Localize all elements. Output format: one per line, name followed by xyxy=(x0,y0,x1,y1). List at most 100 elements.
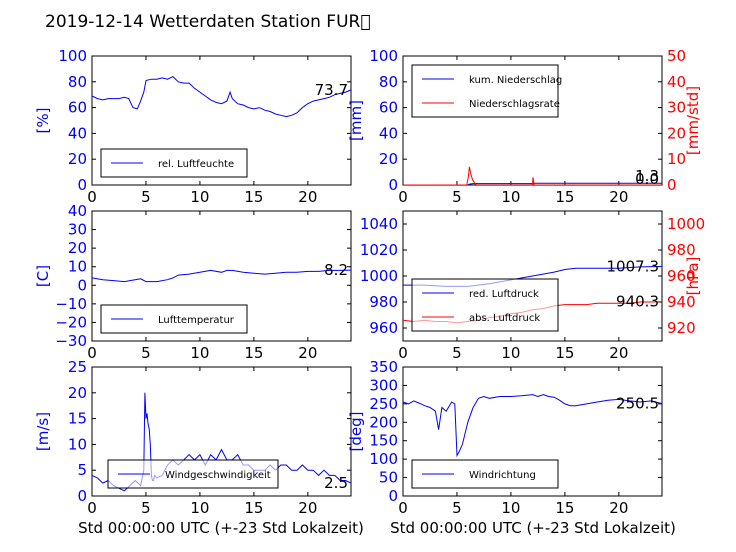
legend-box xyxy=(107,459,279,489)
x-tick-label: 15 xyxy=(555,344,574,362)
y2-tick-label: 50 xyxy=(667,47,686,65)
x-tick-label: 0 xyxy=(87,499,97,517)
y-tick-label: 40 xyxy=(68,124,87,142)
y-tick-label: 0 xyxy=(77,176,87,194)
legend-entry: Niederschlagsrate xyxy=(469,99,560,110)
legend-entry: abs. Luftdruck xyxy=(469,313,540,324)
x-tick-label: 15 xyxy=(555,499,574,517)
chart-title: 2019-12-14 Wetterdaten Station FUR  xyxy=(45,12,371,32)
y-tick-label: 25 xyxy=(68,358,87,376)
series-line-1 xyxy=(92,75,351,118)
y2-tick-label: 40 xyxy=(667,73,686,91)
y-tick-label: 980 xyxy=(369,293,398,311)
x-tick-label: 10 xyxy=(501,344,520,362)
y-tick-label: −10 xyxy=(55,295,87,313)
last-value-label-2: 0.0 xyxy=(635,170,659,188)
y-axis-label: [deg] xyxy=(347,412,365,452)
legend-entry: Windrichtung xyxy=(469,470,536,481)
last-value-label: 1.3 xyxy=(635,167,659,185)
x-tick-label: 5 xyxy=(452,499,462,517)
y-tick-label: 10 xyxy=(68,258,87,276)
legend: Windgeschwindigkeit xyxy=(107,459,279,489)
y-tick-label: 1040 xyxy=(360,215,398,233)
y-axis-label: [m/s] xyxy=(34,412,52,451)
y-tick-label: 60 xyxy=(379,99,398,117)
panel-6: 0 5 10 15 20050100150200250300350[deg]250.5W… xyxy=(347,358,663,517)
y2-axis-label: [hPa] xyxy=(684,257,702,296)
y-tick-label: 40 xyxy=(379,124,398,142)
x-tick-label: 0 xyxy=(398,344,408,362)
x-tick-label: 0 xyxy=(398,499,408,517)
plot-frame xyxy=(91,210,352,342)
y-tick-label: 250 xyxy=(369,395,398,413)
series-line-1 xyxy=(92,269,351,283)
y-axis-label: [mm] xyxy=(347,100,365,141)
plot-frame xyxy=(91,55,352,186)
legend-entry: rel. Luftfeuchte xyxy=(158,159,234,170)
x-tick-label: 20 xyxy=(298,188,317,206)
y-tick-label: 150 xyxy=(369,432,398,450)
last-value-label: 8.2 xyxy=(324,261,348,279)
x-tick-label: 5 xyxy=(141,344,151,362)
last-value-label: 73.7 xyxy=(315,81,348,99)
y-tick-label: 15 xyxy=(68,410,87,428)
x-tick-label: 10 xyxy=(190,344,209,362)
x-tick-label: 15 xyxy=(244,344,263,362)
y-tick-label: 100 xyxy=(369,47,398,65)
legend-box xyxy=(411,278,559,332)
legend-box xyxy=(411,64,559,118)
y2-tick-label: 30 xyxy=(667,99,686,117)
panel-5: 0 5 10 15 20 0 5 10 15 20 25 [m/s] 2.5 Windgeschwindi… xyxy=(34,358,352,517)
x-tick-label: 10 xyxy=(501,188,520,206)
y2-tick-label: 940 xyxy=(667,293,696,311)
y-axis-label: [%] xyxy=(34,108,52,134)
plot-frame xyxy=(91,366,352,497)
x-tick-label: 0 xyxy=(398,188,408,206)
series-line-1 xyxy=(403,394,662,458)
x-tick-label: 0 xyxy=(87,188,97,206)
legend: Lufttemperatur xyxy=(100,304,248,334)
legend: red. Luftdruck abs. Luftdruck xyxy=(411,278,559,332)
y-tick-label: 0 xyxy=(388,487,398,505)
legend-entry: Windgeschwindigkeit xyxy=(165,470,271,481)
y-tick-label: 350 xyxy=(369,358,398,376)
x-tick-label: 10 xyxy=(501,499,520,517)
x-tick-label: 20 xyxy=(298,344,317,362)
x-tick-label: 5 xyxy=(141,499,151,517)
y-tick-label: 0 xyxy=(77,276,87,294)
x-tick-label: 15 xyxy=(244,188,263,206)
y-tick-label: −30 xyxy=(55,332,87,350)
x-axis-label-left: Std 00:00:00 UTC (+-23 Std Lokalzeit) xyxy=(78,519,364,537)
y2-tick-label: 1000 xyxy=(667,215,705,233)
series-line-1 xyxy=(403,182,662,185)
x-tick-label: 20 xyxy=(609,344,628,362)
y-tick-label: 50 xyxy=(379,469,398,487)
y2-tick-label: 980 xyxy=(667,241,696,259)
y-tick-label: 20 xyxy=(68,239,87,257)
x-tick-label: 20 xyxy=(609,499,628,517)
y-tick-label: 200 xyxy=(369,413,398,431)
y-tick-label: 100 xyxy=(58,47,87,65)
y-tick-label: 80 xyxy=(379,73,398,91)
y-tick-label: 20 xyxy=(379,150,398,168)
x-tick-label: 5 xyxy=(452,344,462,362)
y-tick-label: 30 xyxy=(68,221,87,239)
last-value-label: 2.5 xyxy=(324,474,348,492)
x-tick-label: 15 xyxy=(244,499,263,517)
legend: rel. Luftfeuchte xyxy=(100,148,248,178)
legend-entry: Lufttemperatur xyxy=(158,315,235,326)
y-tick-label: 1020 xyxy=(360,241,398,259)
y-tick-label: 5 xyxy=(77,461,87,479)
x-tick-label: 0 xyxy=(87,344,97,362)
last-value-label: 250.5 xyxy=(616,395,659,413)
plot-frame xyxy=(402,366,663,497)
legend-entry: kum. Niederschlag xyxy=(469,75,562,86)
y2-tick-label: 960 xyxy=(667,267,696,285)
y-tick-label: 100 xyxy=(369,450,398,468)
y-tick-label: 40 xyxy=(68,202,87,220)
panel-4: 0 5 10 15 20 960 980 1000 1020 1040 920 940 960 980 10… xyxy=(360,210,705,362)
y-tick-label: 1000 xyxy=(360,267,398,285)
x-tick-label: 5 xyxy=(141,188,151,206)
y2-tick-label: 0 xyxy=(667,176,677,194)
